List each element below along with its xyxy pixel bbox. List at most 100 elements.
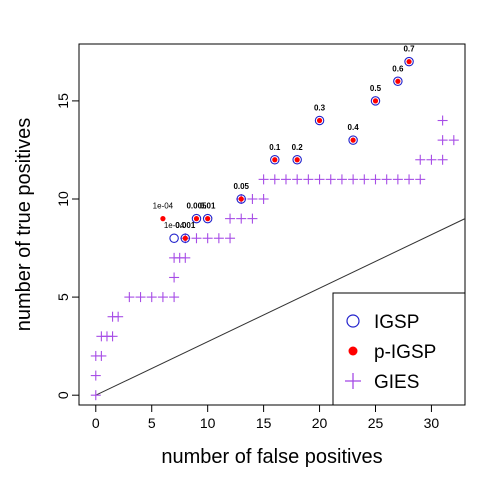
gies-point [225, 233, 236, 244]
igsp-point [348, 135, 358, 145]
gies-point [381, 174, 392, 185]
gies-point [169, 272, 180, 283]
x-tick-label: 5 [148, 415, 156, 431]
igsp-point [202, 213, 213, 224]
point-annotation: 0.6 [392, 64, 404, 73]
point-annotation: 1e-04 [153, 202, 174, 211]
igsp-point [236, 194, 246, 204]
gies-point [169, 292, 180, 303]
igsp-point [370, 96, 381, 106]
y-axis-title: number of true positives [13, 118, 35, 331]
gies-point [107, 331, 118, 342]
gies-point [157, 292, 168, 303]
igsp-point [270, 155, 280, 165]
x-tick-label: 20 [312, 415, 328, 431]
point-annotation: 0.4 [348, 123, 360, 132]
igsp-point [314, 115, 325, 126]
point-annotation: 0.1 [269, 143, 281, 152]
y-tick-label: 15 [55, 93, 71, 109]
legend-label-p-igsp: p-IGSP [374, 342, 436, 363]
p-igsp-point [160, 216, 166, 222]
gies-point [247, 193, 258, 204]
gies-point [202, 233, 213, 244]
gies-point [303, 174, 314, 185]
p-igsp-point [193, 216, 200, 222]
gies-point [96, 350, 107, 361]
gies-point [135, 292, 146, 303]
gies-point [292, 174, 303, 185]
p-igsp-point [406, 59, 412, 65]
reference-line [95, 218, 466, 396]
gies-point [213, 233, 224, 244]
point-annotation: 0.01 [200, 202, 216, 211]
gies-point [180, 252, 191, 263]
point-annotation: 0.001 [175, 221, 196, 230]
gies-point [90, 390, 101, 401]
gies-point [359, 174, 370, 185]
gies-point [392, 174, 403, 185]
x-tick-label: 15 [256, 415, 272, 431]
point-annotation: 0.2 [292, 143, 304, 152]
point-annotation: 0.7 [403, 45, 415, 54]
gies-point [415, 154, 426, 165]
gies-point [247, 213, 258, 224]
gies-point [448, 135, 459, 146]
gies-point [258, 193, 269, 204]
gies-point [225, 213, 236, 224]
gies-point [269, 174, 280, 185]
gies-point [415, 174, 426, 185]
gies-point [348, 174, 359, 185]
gies-point [113, 311, 124, 322]
plot-area: 0 5 10 15 20 25 300510151e-041e-040.0010.0050.… [55, 43, 466, 431]
gies-point [336, 174, 347, 185]
gies-point [404, 174, 415, 185]
x-tick-label: 0 [92, 415, 100, 431]
legend-marker-gies [345, 373, 361, 389]
p-igsp-point [205, 216, 211, 222]
legend: IGSP p-IGSP GIES [332, 292, 466, 406]
p-igsp-point [395, 78, 401, 84]
legend-label-gies: GIES [374, 372, 419, 393]
point-annotation: 1e-04 [164, 221, 185, 230]
point-annotation: 0.005 [186, 202, 207, 211]
gies-point [437, 115, 448, 126]
gies-point [426, 154, 437, 165]
igsp-point [404, 56, 414, 67]
igsp-point [191, 213, 202, 224]
gies-point [280, 174, 291, 185]
point-annotation: 0.3 [314, 104, 326, 113]
gies-point [314, 174, 325, 185]
igsp-point [292, 155, 302, 165]
p-igsp-point [294, 157, 300, 163]
gies-point [236, 213, 247, 224]
gies-point [124, 292, 135, 303]
p-igsp-point [316, 117, 323, 124]
gies-point [437, 154, 448, 165]
point-annotation: 0.05 [233, 182, 249, 191]
gies-point [325, 174, 336, 185]
point-annotation: 0.5 [370, 84, 382, 93]
legend-label-igsp: IGSP [374, 312, 419, 333]
igsp-point [169, 233, 179, 243]
y-tick-label: 10 [55, 191, 71, 207]
p-igsp-point [372, 98, 379, 104]
y-tick-label: 0 [55, 391, 71, 399]
igsp-point [180, 233, 191, 243]
x-tick-label: 30 [424, 415, 440, 431]
p-igsp-point [238, 196, 244, 202]
igsp-point [393, 76, 403, 87]
x-axis-title: number of false positives [161, 446, 382, 468]
p-igsp-point [182, 235, 188, 241]
gies-point [258, 174, 269, 185]
gies-point [370, 174, 381, 185]
y-tick-label: 5 [55, 293, 71, 301]
gies-point [191, 233, 202, 244]
legend-marker-igsp [346, 314, 360, 328]
p-igsp-point [272, 157, 278, 163]
gies-point [146, 292, 157, 303]
p-igsp-point [350, 137, 356, 143]
legend-marker-p-igsp [348, 346, 358, 356]
x-tick-label: 25 [368, 415, 384, 431]
gies-point [90, 370, 101, 381]
